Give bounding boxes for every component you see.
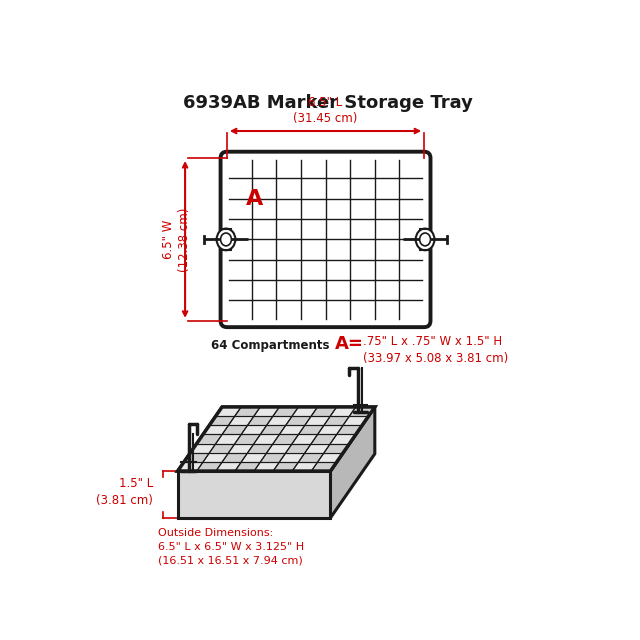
Polygon shape: [209, 416, 235, 425]
Ellipse shape: [416, 228, 435, 250]
Polygon shape: [317, 425, 343, 435]
Polygon shape: [330, 435, 356, 444]
Polygon shape: [267, 416, 292, 425]
Polygon shape: [286, 444, 311, 452]
Polygon shape: [292, 462, 317, 471]
Polygon shape: [317, 452, 343, 462]
Polygon shape: [196, 435, 222, 444]
Polygon shape: [203, 425, 228, 435]
Polygon shape: [216, 407, 241, 416]
Polygon shape: [311, 407, 337, 416]
Polygon shape: [178, 462, 203, 471]
Polygon shape: [280, 425, 305, 435]
Polygon shape: [324, 416, 349, 425]
Polygon shape: [273, 435, 298, 444]
Polygon shape: [343, 416, 369, 425]
Text: 1.5" L
(3.81 cm): 1.5" L (3.81 cm): [96, 477, 153, 507]
Text: A=: A=: [335, 335, 364, 353]
Polygon shape: [222, 425, 248, 435]
Polygon shape: [235, 435, 260, 444]
Polygon shape: [241, 452, 267, 462]
Polygon shape: [178, 471, 330, 518]
Polygon shape: [324, 444, 349, 452]
Polygon shape: [337, 425, 362, 435]
Text: 64 Compartments: 64 Compartments: [211, 339, 330, 353]
Polygon shape: [178, 407, 375, 471]
Polygon shape: [305, 444, 330, 452]
Polygon shape: [330, 407, 356, 416]
Polygon shape: [273, 462, 299, 471]
Polygon shape: [292, 435, 317, 444]
Polygon shape: [248, 416, 273, 425]
Polygon shape: [267, 444, 292, 452]
Polygon shape: [273, 407, 298, 416]
Polygon shape: [228, 416, 254, 425]
Polygon shape: [196, 462, 222, 471]
Polygon shape: [216, 462, 241, 471]
Polygon shape: [203, 452, 228, 462]
Polygon shape: [260, 452, 286, 462]
Polygon shape: [241, 425, 267, 435]
Polygon shape: [292, 407, 317, 416]
Polygon shape: [280, 452, 305, 462]
Polygon shape: [330, 407, 375, 518]
Text: 6.5" W
(12.38 cm): 6.5" W (12.38 cm): [162, 207, 191, 271]
Polygon shape: [254, 462, 280, 471]
Text: A: A: [246, 189, 262, 209]
Ellipse shape: [221, 233, 232, 246]
Polygon shape: [248, 444, 273, 452]
Polygon shape: [305, 416, 330, 425]
Ellipse shape: [216, 228, 236, 250]
Polygon shape: [311, 435, 337, 444]
Polygon shape: [190, 444, 216, 452]
Polygon shape: [285, 416, 311, 425]
Text: 6939AB Marker Storage Tray: 6939AB Marker Storage Tray: [183, 94, 473, 112]
Polygon shape: [299, 452, 324, 462]
Polygon shape: [254, 407, 279, 416]
Ellipse shape: [420, 233, 431, 246]
Text: .75" L x .75" W x 1.5" H
(33.97 x 5.08 x 3.81 cm): .75" L x .75" W x 1.5" H (33.97 x 5.08 x…: [363, 335, 508, 365]
Polygon shape: [228, 444, 254, 452]
Polygon shape: [312, 462, 337, 471]
Polygon shape: [298, 425, 324, 435]
FancyBboxPatch shape: [221, 152, 431, 327]
Polygon shape: [254, 435, 280, 444]
Polygon shape: [222, 452, 248, 462]
Text: Outside Dimensions:
6.5" L x 6.5" W x 3.125" H
(16.51 x 16.51 x 7.94 cm): Outside Dimensions: 6.5" L x 6.5" W x 3.…: [158, 528, 304, 566]
Polygon shape: [235, 462, 260, 471]
Polygon shape: [209, 444, 235, 452]
Polygon shape: [184, 452, 209, 462]
Polygon shape: [260, 425, 285, 435]
Polygon shape: [349, 407, 375, 416]
Polygon shape: [216, 435, 241, 444]
Polygon shape: [235, 407, 260, 416]
Text: 6.5" L
(31.45 cm): 6.5" L (31.45 cm): [293, 96, 358, 125]
